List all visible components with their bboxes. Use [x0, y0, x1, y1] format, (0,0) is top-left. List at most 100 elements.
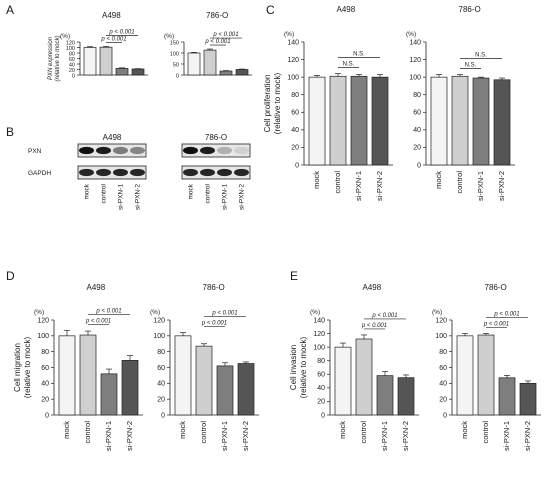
y-axis-label: Cell proliferation: [263, 75, 272, 133]
bar-control: [99, 46, 113, 76]
category-label: si-PXN-1: [354, 171, 363, 201]
significance-label: p < 0.001: [95, 308, 121, 314]
bar-control: [451, 75, 469, 166]
bar-mock: [334, 346, 352, 416]
blot-band: [200, 168, 215, 177]
y-tick-label: 40: [69, 62, 75, 68]
blot-lane-label: si-PXN-2: [239, 184, 246, 210]
significance-label: p < 0.001: [201, 321, 227, 327]
blot-band: [130, 168, 145, 177]
chart-title: A498: [102, 11, 121, 20]
y-tick-label: 120: [409, 57, 421, 64]
chart-c2: 786-O (%) 0 20 40 60 80 100 120 140 mock control si-…: [406, 5, 515, 201]
category-label: mock: [338, 421, 347, 439]
y-tick-label: 140: [409, 39, 421, 46]
bar-mock: [456, 335, 474, 416]
blot-frame-pxn: [77, 143, 147, 158]
y-tick-label: 0: [321, 412, 325, 419]
category-label: mock: [178, 421, 187, 439]
category-label: si-PXN-2: [241, 421, 250, 451]
y-tick-label: 80: [439, 349, 447, 356]
y-tick-label: 80: [157, 349, 165, 356]
chart-c1: A498 (%) 0 20 40 60 80 100 120 140 Cell proliferat…: [263, 5, 393, 201]
blot-band: [183, 146, 198, 155]
category-label: si-PXN-2: [375, 171, 384, 201]
y-tick-label: 140: [313, 317, 325, 324]
bar-si-pxn-2: [371, 76, 389, 166]
bar-control: [355, 338, 373, 416]
chart-e1: A498 (%) 0 20 40 60 80 100 120 140 Cell invasion (r…: [289, 283, 419, 451]
y-tick-label: 20: [69, 68, 75, 74]
category-label: si-PXN-2: [497, 171, 506, 201]
bar-control: [203, 49, 217, 76]
bar-si-pxn-2: [397, 377, 415, 416]
y-tick-label: 100: [66, 46, 75, 52]
y-unit-label: (%): [34, 309, 44, 316]
category-label: control: [481, 421, 490, 444]
y-tick-label: 20: [439, 396, 447, 403]
category-label: mock: [460, 421, 469, 439]
blot-frame-gapdh: [77, 165, 147, 180]
y-tick-label: 40: [439, 381, 447, 388]
bar-mock: [83, 47, 97, 76]
blot-band: [234, 146, 249, 155]
y-tick-label: 140: [287, 39, 299, 46]
significance-label: N.S.: [475, 53, 487, 59]
category-label: si-PXN-2: [523, 421, 532, 451]
y-tick-label: 120: [287, 57, 299, 64]
y-tick-label: 50: [173, 62, 179, 68]
y-tick-label: 20: [291, 145, 299, 152]
y-tick-label: 60: [69, 57, 75, 63]
significance-label: p < 0.001: [483, 321, 509, 327]
category-label: mock: [62, 421, 71, 439]
y-tick-label: 20: [41, 396, 49, 403]
y-tick-label: 120: [66, 40, 75, 46]
blot-row-label-gapdh: GAPDH: [28, 170, 51, 177]
significance-label: p < 0.001: [371, 313, 397, 319]
significance-label: p < 0.001: [212, 32, 238, 38]
bar-control: [195, 345, 213, 416]
y-unit-label: (%): [60, 33, 70, 40]
chart-title: A498: [363, 283, 382, 292]
category-label: mock: [434, 171, 443, 189]
bar-control: [477, 334, 495, 416]
y-tick-label: 100: [170, 51, 179, 57]
blot-band: [96, 146, 111, 155]
bar-mock: [58, 335, 76, 416]
bar-si-pxn-1: [115, 68, 129, 76]
y-unit-label: (%): [406, 31, 416, 38]
bar-mock: [174, 335, 192, 416]
y-tick-label: 40: [413, 127, 421, 134]
y-tick-label: 100: [313, 344, 325, 351]
y-axis-label: (relative to mock): [299, 336, 308, 398]
category-label: control: [359, 421, 368, 444]
y-axis-label: (relative to mock): [273, 72, 282, 134]
category-label: control: [83, 421, 92, 444]
y-tick-label: 0: [72, 73, 75, 79]
y-tick-label: 120: [153, 317, 165, 324]
bar-si-pxn-1: [100, 373, 118, 416]
bar-si-pxn-2: [121, 360, 139, 416]
y-axis-label: Cell migration: [13, 343, 22, 392]
y-tick-label: 20: [157, 396, 165, 403]
bar-control: [329, 75, 347, 166]
blot-band: [217, 168, 232, 177]
category-label: control: [199, 421, 208, 444]
significance-label: p < 0.001: [100, 36, 126, 42]
blot-cell-title: A498: [103, 133, 122, 142]
blot-frame-pxn: [181, 143, 251, 158]
y-tick-label: 40: [157, 381, 165, 388]
blot-band: [79, 146, 94, 155]
bar-si-pxn-1: [350, 75, 368, 166]
chart-title: A498: [87, 283, 106, 292]
bar-mock: [187, 52, 201, 76]
y-tick-label: 100: [153, 333, 165, 340]
category-label: si-PXN-1: [502, 421, 511, 451]
y-tick-label: 60: [41, 365, 49, 372]
y-tick-label: 40: [41, 381, 49, 388]
y-tick-label: 100: [287, 74, 299, 81]
y-tick-label: 80: [413, 92, 421, 99]
